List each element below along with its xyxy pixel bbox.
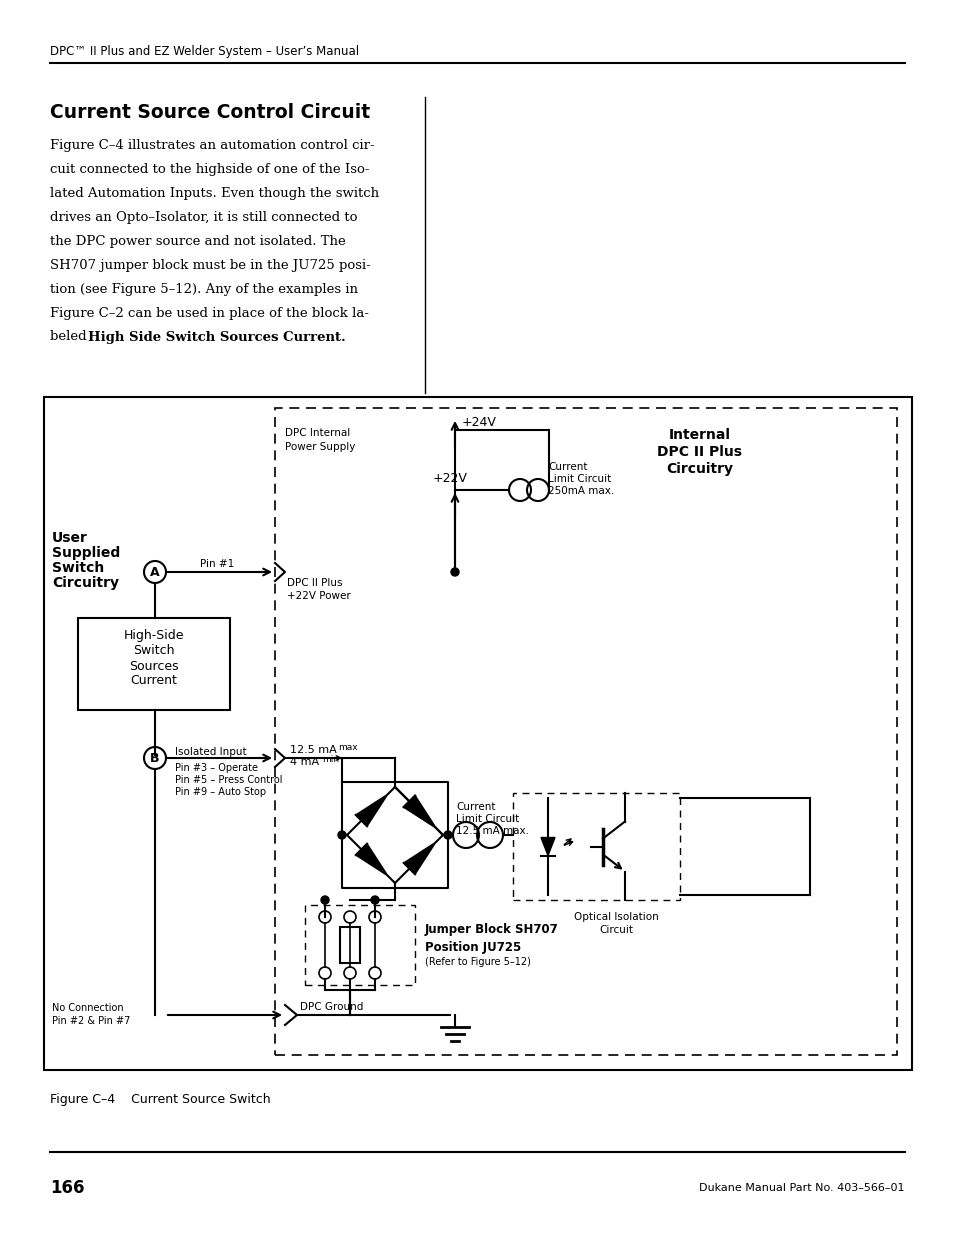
Text: DPC™ II Plus and EZ Welder System – User’s Manual: DPC™ II Plus and EZ Welder System – User… — [50, 46, 358, 58]
Polygon shape — [355, 844, 387, 876]
Text: Current: Current — [456, 802, 495, 811]
Text: +22V Power: +22V Power — [287, 592, 351, 601]
Bar — [339, 927, 359, 963]
Text: Figure C–4 illustrates an automation control cir-: Figure C–4 illustrates an automation con… — [50, 138, 375, 152]
Text: Dukane Manual Part No. 403–566–01: Dukane Manual Part No. 403–566–01 — [699, 1183, 904, 1193]
Text: Current Source Control Circuit: Current Source Control Circuit — [50, 103, 370, 121]
Circle shape — [337, 831, 346, 839]
Text: Isolated Input: Isolated Input — [174, 747, 247, 757]
Text: No Connection: No Connection — [52, 1003, 124, 1013]
Text: lated Automation Inputs. Even though the switch: lated Automation Inputs. Even though the… — [50, 186, 378, 200]
Bar — [44, 396, 911, 1070]
Text: Power Supply: Power Supply — [285, 442, 355, 452]
Text: Pin #2 & Pin #7: Pin #2 & Pin #7 — [52, 1016, 131, 1026]
Polygon shape — [540, 837, 555, 856]
Text: cuit connected to the highside of one of the Iso-: cuit connected to the highside of one of… — [50, 163, 369, 175]
Text: min: min — [322, 755, 338, 763]
Text: Pin #5 – Press Control: Pin #5 – Press Control — [174, 776, 282, 785]
Circle shape — [371, 897, 378, 904]
Text: Supplied: Supplied — [52, 546, 120, 559]
Text: 4 mA: 4 mA — [290, 757, 319, 767]
Text: 166: 166 — [50, 1179, 85, 1197]
Text: Current: Current — [547, 462, 587, 472]
Circle shape — [144, 747, 166, 769]
Text: Circuit: Circuit — [598, 925, 633, 935]
Text: DPC Internal: DPC Internal — [285, 429, 350, 438]
Text: Optical Isolation: Optical Isolation — [574, 911, 659, 923]
Text: max: max — [337, 742, 357, 752]
Text: +24V: +24V — [461, 415, 497, 429]
Text: Position JU725: Position JU725 — [424, 941, 520, 953]
Text: High-Side: High-Side — [124, 630, 184, 642]
Text: DPC II Plus: DPC II Plus — [657, 445, 741, 459]
Text: 250mA max.: 250mA max. — [547, 487, 614, 496]
Circle shape — [451, 568, 458, 576]
Bar — [305, 905, 415, 986]
Text: Switch: Switch — [133, 645, 174, 657]
Text: Pin #1: Pin #1 — [200, 559, 234, 569]
Text: Sources: Sources — [129, 659, 178, 673]
Polygon shape — [403, 795, 436, 827]
Text: Circuitry: Circuitry — [666, 462, 733, 475]
Text: beled: beled — [50, 331, 91, 343]
Text: High Side Switch Sources Current.: High Side Switch Sources Current. — [88, 331, 345, 343]
Text: DPC II Plus: DPC II Plus — [287, 578, 342, 588]
Text: A: A — [150, 566, 160, 578]
Text: tion (see Figure 5–12). Any of the examples in: tion (see Figure 5–12). Any of the examp… — [50, 283, 357, 295]
Text: the DPC power source and not isolated. The: the DPC power source and not isolated. T… — [50, 235, 345, 247]
Text: User: User — [52, 531, 88, 545]
Text: Limit Circuit: Limit Circuit — [456, 814, 518, 824]
Text: Figure C–4    Current Source Switch: Figure C–4 Current Source Switch — [50, 1093, 271, 1107]
Text: 12.5 mA: 12.5 mA — [290, 745, 336, 755]
Text: Current: Current — [131, 674, 177, 688]
Polygon shape — [355, 794, 387, 826]
Text: 12.5 mA max.: 12.5 mA max. — [456, 826, 529, 836]
Bar — [513, 793, 679, 900]
Circle shape — [443, 831, 452, 839]
Text: B: B — [150, 752, 159, 764]
Text: SH707 jumper block must be in the JU725 posi-: SH707 jumper block must be in the JU725 … — [50, 258, 371, 272]
Polygon shape — [403, 842, 436, 874]
Text: (Refer to Figure 5–12): (Refer to Figure 5–12) — [424, 957, 530, 967]
Polygon shape — [403, 795, 436, 827]
Bar — [274, 408, 896, 1055]
Circle shape — [144, 561, 166, 583]
Text: Pin #9 – Auto Stop: Pin #9 – Auto Stop — [174, 787, 266, 797]
Text: Switch: Switch — [52, 561, 104, 576]
Text: Circuitry: Circuitry — [52, 576, 119, 590]
Text: DPC Ground: DPC Ground — [299, 1002, 363, 1011]
Circle shape — [320, 897, 329, 904]
Bar — [78, 618, 230, 710]
Text: Internal: Internal — [668, 429, 730, 442]
Text: Limit Circuit: Limit Circuit — [547, 474, 611, 484]
Text: Figure C–2 can be used in place of the block la-: Figure C–2 can be used in place of the b… — [50, 306, 369, 320]
Text: +22V: +22V — [432, 472, 467, 484]
Text: Jumper Block SH707: Jumper Block SH707 — [424, 924, 558, 936]
Text: drives an Opto–Isolator, it is still connected to: drives an Opto–Isolator, it is still con… — [50, 210, 357, 224]
Text: Pin #3 – Operate: Pin #3 – Operate — [174, 763, 257, 773]
